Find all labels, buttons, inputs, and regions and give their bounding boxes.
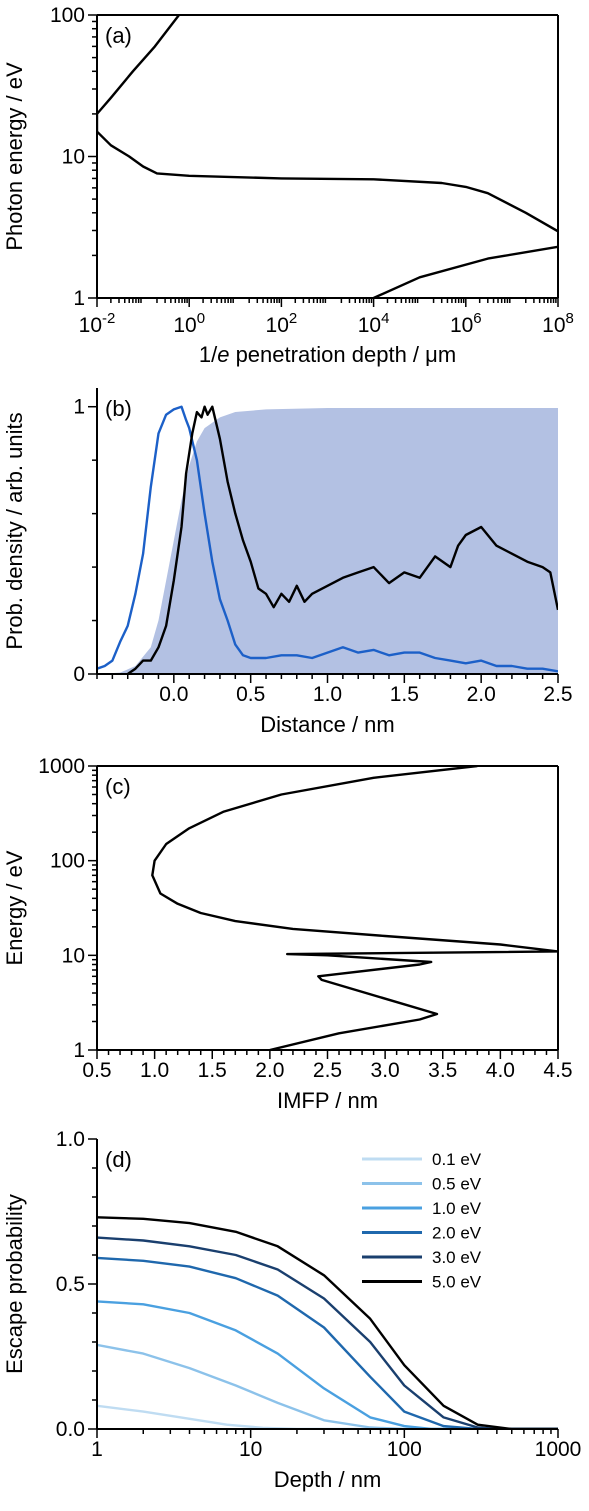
density-area bbox=[97, 408, 558, 674]
x-tick-label: 2.5 bbox=[543, 683, 572, 706]
x-tick-exponent: 0 bbox=[197, 310, 205, 327]
y-tick-label: 100 bbox=[50, 850, 85, 873]
series-line-1 bbox=[151, 766, 558, 1050]
y-tick-label: 0.0 bbox=[56, 1418, 85, 1441]
x-tick-label: 1.0 bbox=[140, 1059, 169, 1082]
y-axis-title: Energy / eV bbox=[2, 850, 27, 965]
x-tick-base: 10 bbox=[79, 314, 102, 337]
y-tick-label: 100 bbox=[50, 4, 85, 27]
x-tick-label: 108 bbox=[542, 310, 574, 337]
x-axis-title: Distance / nm bbox=[260, 712, 395, 737]
y-tick-label: 1 bbox=[73, 287, 85, 310]
y-tick-label: 1000 bbox=[38, 755, 85, 778]
legend-label: 5.0 eV bbox=[432, 1273, 482, 1292]
y-tick-label: 1.0 bbox=[56, 1128, 85, 1151]
x-axis-title-part: 1/ bbox=[199, 342, 218, 367]
series-line-1 bbox=[97, 1404, 558, 1429]
x-tick-label: 4.5 bbox=[543, 1059, 572, 1082]
x-tick-base: 10 bbox=[450, 314, 473, 337]
x-tick-label: 1.5 bbox=[198, 1059, 227, 1082]
legend-label: 0.5 eV bbox=[432, 1175, 482, 1194]
x-tick-base: 10 bbox=[173, 314, 196, 337]
legend-label: 3.0 eV bbox=[432, 1248, 482, 1267]
panel-c: 0.5 1.0 1.5 2.0 2.5 3.0 3.5 4.0 4.5 1 10 100 1000 IMF… bbox=[2, 755, 573, 1113]
series-line-1 bbox=[97, 15, 558, 298]
plot-area bbox=[151, 766, 558, 1050]
x-tick-base: 10 bbox=[358, 314, 381, 337]
x-tick-label: 10 bbox=[239, 1438, 262, 1461]
panel-b: 0.0 0.5 1.0 1.5 2.0 2.5 0 1 Distance / nm Prob. d… bbox=[2, 388, 573, 737]
legend-label: 2.0 eV bbox=[432, 1224, 482, 1243]
x-tick-label: 100 bbox=[387, 1438, 422, 1461]
plot-area bbox=[97, 405, 558, 674]
y-tick-label: 1 bbox=[73, 396, 85, 419]
plot-area bbox=[97, 1216, 558, 1429]
series-line-1 bbox=[97, 405, 558, 673]
y-tick-label: 10 bbox=[62, 944, 85, 967]
x-tick-exponent: 8 bbox=[566, 310, 574, 327]
x-tick-label: 1.0 bbox=[313, 683, 342, 706]
x-tick-base: 10 bbox=[266, 314, 289, 337]
x-tick-label: 0.0 bbox=[159, 683, 188, 706]
x-tick-label: 100 bbox=[173, 310, 205, 337]
x-tick-label: 104 bbox=[358, 310, 390, 337]
legend-label: 1.0 eV bbox=[432, 1199, 482, 1218]
x-tick-label: 106 bbox=[450, 310, 482, 337]
x-tick-label: 3.5 bbox=[428, 1059, 457, 1082]
x-axis-title-part: penetration depth / μm bbox=[229, 342, 456, 367]
x-tick-label: 2.0 bbox=[467, 683, 496, 706]
panel-label: (c) bbox=[105, 774, 131, 799]
series-line-6 bbox=[97, 1216, 558, 1429]
series-line-2 bbox=[97, 1343, 558, 1429]
series-line-2 bbox=[127, 405, 558, 674]
y-tick-label: 1 bbox=[73, 1039, 85, 1062]
x-tick-label: 102 bbox=[266, 310, 298, 337]
y-tick-label: 0 bbox=[73, 663, 85, 686]
x-tick-label: 3.0 bbox=[371, 1059, 400, 1082]
x-tick-label: 2.5 bbox=[313, 1059, 342, 1082]
x-tick-label: 0.5 bbox=[82, 1059, 111, 1082]
x-axis-title: 1/e penetration depth / μm bbox=[199, 342, 456, 367]
x-tick-exponent: -2 bbox=[102, 310, 115, 327]
x-tick-base: 10 bbox=[542, 314, 565, 337]
x-tick-exponent: 2 bbox=[289, 310, 297, 327]
series-line-5 bbox=[97, 1236, 558, 1429]
x-tick-label: 1.5 bbox=[390, 683, 419, 706]
y-axis-title: Photon energy / eV bbox=[2, 62, 27, 251]
y-tick-label: 10 bbox=[62, 146, 85, 169]
x-axis-title-italic: e bbox=[217, 342, 229, 367]
x-tick-label: 2.0 bbox=[255, 1059, 284, 1082]
x-tick-exponent: 6 bbox=[473, 310, 481, 327]
x-tick-exponent: 4 bbox=[381, 310, 389, 327]
x-tick-label: 1 bbox=[91, 1438, 103, 1461]
series-line-3 bbox=[97, 1300, 558, 1429]
x-tick-label: 0.5 bbox=[236, 683, 265, 706]
y-axis-title: Escape probability bbox=[2, 1194, 27, 1374]
x-tick-label: 10-2 bbox=[79, 310, 116, 337]
x-axis-title: IMFP / nm bbox=[277, 1088, 378, 1113]
legend: 0.1 eV 0.5 eV 1.0 eV 2.0 eV 3.0 eV 5.0 eV bbox=[362, 1150, 482, 1292]
panel-d: 1 10 100 1000 0.0 0.5 1.0 Depth / nm Escape prob… bbox=[2, 1128, 581, 1492]
legend-label: 0.1 eV bbox=[432, 1150, 482, 1169]
plot-area bbox=[97, 15, 558, 298]
x-tick-label: 1000 bbox=[535, 1438, 582, 1461]
panel-label: (d) bbox=[105, 1147, 132, 1172]
panel-label: (a) bbox=[105, 23, 132, 48]
x-tick-label: 4.0 bbox=[486, 1059, 515, 1082]
x-axis-title: Depth / nm bbox=[274, 1467, 382, 1492]
series-line-4 bbox=[97, 1256, 558, 1429]
panel-label: (b) bbox=[105, 396, 132, 421]
y-tick-label: 0.5 bbox=[56, 1273, 85, 1296]
y-axis-title: Prob. density / arb. units bbox=[2, 412, 27, 649]
